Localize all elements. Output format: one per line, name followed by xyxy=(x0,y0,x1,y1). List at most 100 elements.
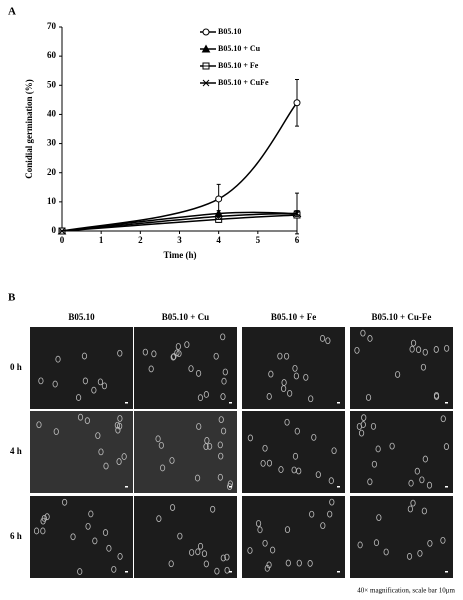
spore xyxy=(195,548,201,556)
spore xyxy=(303,374,309,381)
spore xyxy=(220,554,226,562)
scale-bar xyxy=(229,402,232,404)
spore xyxy=(410,339,417,347)
micrograph-bg xyxy=(350,496,453,578)
spore xyxy=(95,432,101,440)
spore xyxy=(287,390,293,397)
x-tick-label: 6 xyxy=(295,235,300,245)
spore xyxy=(218,452,224,460)
spore xyxy=(444,345,450,352)
micrograph-bg xyxy=(242,327,345,409)
spore xyxy=(394,371,401,378)
spore xyxy=(361,414,367,422)
micrograph-bg xyxy=(30,327,133,409)
spore xyxy=(41,514,47,522)
spore xyxy=(102,529,109,536)
scale-bar xyxy=(445,486,448,488)
data-point xyxy=(215,195,223,203)
spore xyxy=(268,370,274,378)
spore xyxy=(440,415,446,423)
scale-bar xyxy=(337,486,340,488)
spore xyxy=(370,422,377,430)
micrograph xyxy=(134,496,237,578)
spore xyxy=(419,476,425,484)
row-label: 6 h xyxy=(10,531,22,541)
y-axis-label: Conidial germination (%) xyxy=(24,79,34,179)
spore xyxy=(291,466,297,474)
spore xyxy=(220,393,226,400)
spore xyxy=(414,467,420,475)
spore xyxy=(38,377,44,385)
micrograph xyxy=(350,496,453,578)
spore xyxy=(220,333,226,341)
spore xyxy=(224,566,230,574)
spore xyxy=(407,505,413,513)
column-header: B05.10 + Fe xyxy=(271,312,316,322)
spore xyxy=(375,445,381,453)
spore xyxy=(422,455,428,463)
x-axis-label: Time (h) xyxy=(163,250,196,260)
micrograph-bg xyxy=(242,411,345,493)
micrograph xyxy=(30,496,133,578)
spore xyxy=(81,352,88,360)
spore xyxy=(117,415,123,422)
spore xyxy=(278,466,284,473)
spore xyxy=(155,435,161,443)
spore xyxy=(106,544,112,552)
spore xyxy=(116,458,122,465)
spore xyxy=(221,377,227,385)
spore xyxy=(367,335,373,342)
spore xyxy=(97,378,104,386)
spore xyxy=(266,561,272,569)
spore xyxy=(293,372,299,380)
spore xyxy=(376,514,382,522)
micrograph xyxy=(242,327,345,409)
spore xyxy=(203,560,209,568)
spore xyxy=(292,452,299,460)
spore xyxy=(277,352,283,360)
spore xyxy=(331,447,337,455)
spore xyxy=(443,443,450,450)
spore xyxy=(169,457,175,464)
spore xyxy=(197,542,204,550)
column-header: B05.10 + Cu xyxy=(162,312,209,322)
spore xyxy=(427,540,433,547)
data-point xyxy=(293,210,301,217)
spore xyxy=(222,368,228,376)
scale-bar xyxy=(445,402,448,404)
spore xyxy=(309,510,315,518)
x-tick-label: 4 xyxy=(216,235,221,245)
spore xyxy=(406,553,413,560)
spore xyxy=(325,337,331,345)
spore xyxy=(262,539,268,547)
spore xyxy=(171,353,177,360)
spore xyxy=(308,395,314,403)
spore xyxy=(257,526,263,534)
spore xyxy=(174,349,180,357)
spore xyxy=(426,481,433,489)
micrograph-bg xyxy=(134,496,237,578)
data-point xyxy=(293,99,301,107)
panel-label: A xyxy=(8,6,16,18)
spore xyxy=(218,416,224,423)
spore xyxy=(70,533,76,541)
spore xyxy=(82,377,88,385)
legend-label: B05.10 + Cu xyxy=(218,44,261,53)
spore xyxy=(307,560,313,567)
spore xyxy=(103,462,109,470)
spore xyxy=(383,548,389,556)
spore xyxy=(224,553,230,561)
spore xyxy=(281,385,287,393)
spore xyxy=(214,567,220,575)
scale-bar xyxy=(229,571,232,573)
spore xyxy=(354,346,360,354)
spore xyxy=(203,391,209,398)
spore xyxy=(285,559,291,567)
data-point xyxy=(215,213,223,220)
row-label: 0 h xyxy=(10,362,22,372)
spore xyxy=(175,343,181,350)
spore xyxy=(36,421,42,429)
data-point xyxy=(58,227,66,235)
scale-bar xyxy=(125,571,128,573)
spore xyxy=(433,346,439,353)
